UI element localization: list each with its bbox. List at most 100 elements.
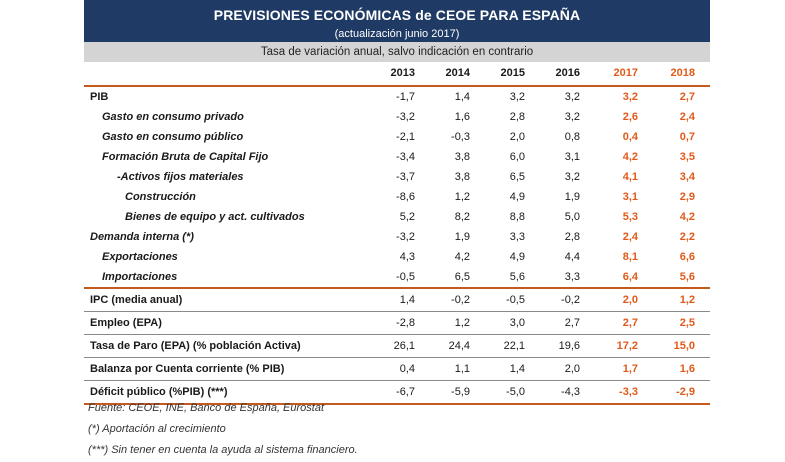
- forecast-cell: 2,7: [622, 317, 638, 329]
- forecast-cell: 2,6: [622, 111, 638, 123]
- year-header: 2014: [445, 67, 470, 79]
- value-cell: 4,9: [509, 251, 525, 263]
- value-cell: 4,4: [564, 251, 580, 263]
- table-row: Gasto en consumo público -2,1 -0,3 2,0 0,8 0,…: [84, 127, 710, 147]
- value-cell: 0,4: [399, 363, 415, 375]
- value-cell: 4,2: [454, 251, 470, 263]
- row-label: Exportaciones: [102, 251, 178, 263]
- year-header: 2013: [390, 67, 415, 79]
- table-row: Bienes de equipo y act. cultivados 5,2 8,2…: [84, 207, 710, 227]
- value-cell: -0,5: [396, 271, 415, 283]
- indicators-group: IPC (media anual) 1,4 -0,2 -0,5 -0,2 2,0 1,2 Em…: [84, 289, 710, 403]
- value-cell: 26,1: [393, 340, 415, 352]
- value-cell: -3,7: [396, 171, 415, 183]
- value-cell: 3,2: [564, 111, 580, 123]
- value-cell: 8,2: [454, 211, 470, 223]
- value-cell: 19,6: [558, 340, 580, 352]
- forecast-cell: 2,2: [679, 231, 695, 243]
- value-cell: -3,2: [396, 111, 415, 123]
- footnote-source: Fuente: CEOE, INE, Banco de España, Euro…: [88, 402, 325, 414]
- value-cell: 2,8: [564, 231, 580, 243]
- value-cell: 8,8: [509, 211, 525, 223]
- year-header: 2015: [500, 67, 525, 79]
- row-label: Importaciones: [102, 271, 178, 283]
- row-label: Bienes de equipo y act. cultivados: [125, 211, 305, 223]
- value-cell: -0,5: [506, 294, 525, 306]
- value-cell: 1,4: [509, 363, 525, 375]
- table-row: Exportaciones 4,3 4,2 4,9 4,4 8,1 6,6: [84, 247, 710, 267]
- forecast-cell: 6,6: [679, 251, 695, 263]
- value-cell: 2,7: [564, 317, 580, 329]
- value-cell: -3,2: [396, 231, 415, 243]
- components-group: PIB -1,7 1,4 3,2 3,2 3,2 2,7 Gasto en consumo p…: [84, 87, 710, 287]
- value-cell: -2,8: [396, 317, 415, 329]
- value-cell: 6,5: [454, 271, 470, 283]
- row-label: IPC (media anual): [90, 294, 183, 306]
- forecast-cell: 4,2: [679, 211, 695, 223]
- value-cell: 3,1: [564, 151, 580, 163]
- value-cell: 3,3: [564, 271, 580, 283]
- value-cell: -8,6: [396, 191, 415, 203]
- year-header-forecast: 2017: [613, 67, 638, 79]
- forecast-table: PREVISIONES ECONÓMICAS de CEOE PARA ESPA…: [84, 0, 710, 405]
- row-divider: [84, 334, 710, 335]
- forecast-cell: 1,6: [679, 363, 695, 375]
- forecast-cell: 4,2: [622, 151, 638, 163]
- value-cell: 1,2: [454, 317, 470, 329]
- row-label: Formación Bruta de Capital Fijo: [102, 151, 269, 163]
- value-cell: 3,3: [509, 231, 525, 243]
- table-row: Gasto en consumo privado -3,2 1,6 2,8 3,2 2,6…: [84, 107, 710, 127]
- row-divider: [84, 357, 710, 358]
- row-label: Déficit público (%PIB) (***): [90, 386, 228, 398]
- row-divider: [84, 311, 710, 312]
- value-cell: 4,3: [399, 251, 415, 263]
- year-header-row: 2013 2014 2015 2016 2017 2018: [84, 62, 710, 85]
- forecast-cell: 4,1: [622, 171, 638, 183]
- table-title: PREVISIONES ECONÓMICAS de CEOE PARA ESPA…: [213, 7, 581, 23]
- value-cell: 1,4: [399, 294, 415, 306]
- forecast-cell: -2,9: [676, 386, 695, 398]
- row-label: Balanza por Cuenta corriente (% PIB): [90, 363, 285, 375]
- value-cell: 2,8: [509, 111, 525, 123]
- value-cell: -0,2: [451, 294, 470, 306]
- row-label: Demanda interna (*): [90, 231, 194, 243]
- table-row: Demanda interna (*) -3,2 1,9 3,3 2,8 2,4 2,2: [84, 227, 710, 247]
- footnote-contribution: (*) Aportación al crecimiento: [88, 423, 226, 435]
- forecast-cell: 8,1: [622, 251, 638, 263]
- forecast-cell: 17,2: [616, 340, 638, 352]
- row-label: Tasa de Paro (EPA) (% población Activa): [90, 340, 301, 352]
- table-row: Importaciones -0,5 6,5 5,6 3,3 6,4 5,6: [84, 267, 710, 287]
- footnote-financial-aid: (***) Sin tener en cuenta la ayuda al si…: [88, 444, 358, 456]
- table-row: Construcción -8,6 1,2 4,9 1,9 3,1 2,9: [84, 187, 710, 207]
- row-label: Empleo (EPA): [90, 317, 162, 329]
- row-label: Gasto en consumo público: [102, 131, 244, 143]
- value-cell: -3,4: [396, 151, 415, 163]
- value-cell: -4,3: [561, 386, 580, 398]
- year-header: 2016: [555, 67, 580, 79]
- value-cell: -0,3: [451, 131, 470, 143]
- row-divider: [84, 380, 710, 381]
- table-row: PIB -1,7 1,4 3,2 3,2 3,2 2,7: [84, 87, 710, 107]
- forecast-cell: 3,1: [622, 191, 638, 203]
- value-cell: -2,1: [396, 131, 415, 143]
- row-label: PIB: [90, 91, 109, 103]
- forecast-cell: 5,3: [622, 211, 638, 223]
- value-cell: 6,5: [509, 171, 525, 183]
- table-subtitle: (actualización junio 2017): [334, 28, 460, 40]
- table-row: Balanza por Cuenta corriente (% PIB) 0,4 1…: [84, 358, 710, 380]
- value-cell: 1,1: [454, 363, 470, 375]
- divider-middle: [84, 287, 710, 289]
- value-cell: 5,0: [564, 211, 580, 223]
- value-cell: 6,0: [509, 151, 525, 163]
- value-cell: 3,2: [509, 91, 525, 103]
- value-cell: -6,7: [396, 386, 415, 398]
- value-cell: 1,6: [454, 111, 470, 123]
- value-cell: 3,8: [454, 151, 470, 163]
- forecast-cell: 2,5: [679, 317, 695, 329]
- forecast-cell: 15,0: [673, 340, 695, 352]
- value-cell: 4,9: [509, 191, 525, 203]
- row-label: Construcción: [125, 191, 196, 203]
- table-row: Formación Bruta de Capital Fijo -3,4 3,8 6,…: [84, 147, 710, 167]
- divider-top: [84, 85, 710, 87]
- value-cell: 1,4: [454, 91, 470, 103]
